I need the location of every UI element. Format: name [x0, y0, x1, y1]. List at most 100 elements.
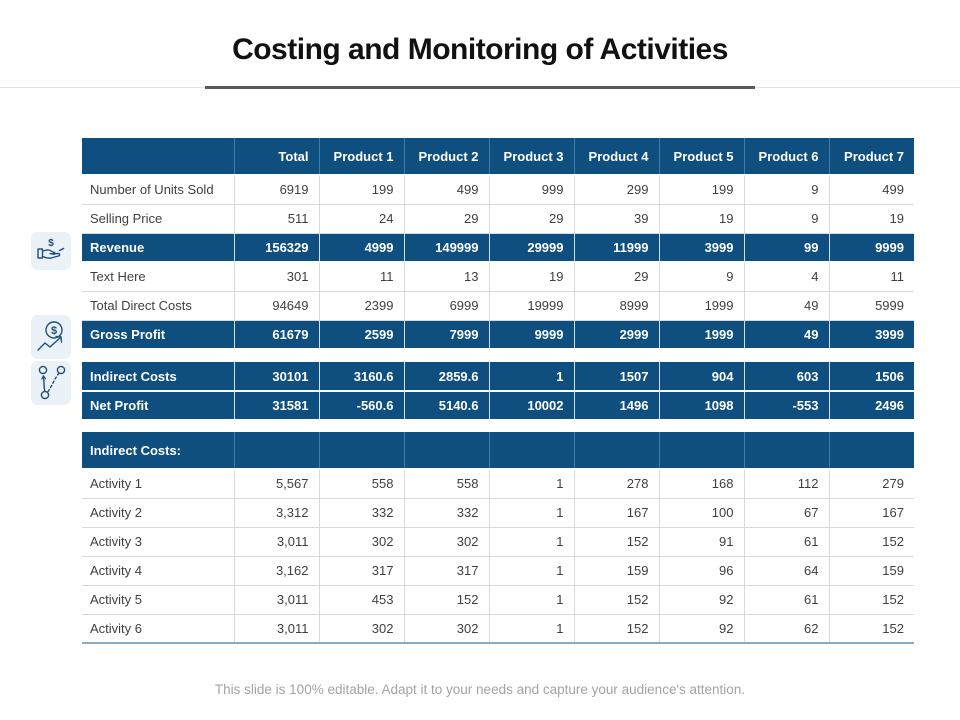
- row-label: Selling Price: [82, 204, 234, 234]
- value-cell: 62: [743, 614, 829, 644]
- value-cell: 152: [828, 614, 914, 644]
- value-cell: 100: [658, 498, 744, 528]
- table-section-3: Indirect Costs: Activity 1 5,567 558 558 1 278…: [82, 432, 914, 644]
- value-cell: 112: [743, 469, 829, 499]
- table-row: Text Here 301 11 13 19 29 9 4 11: [82, 262, 914, 292]
- value-cell: 19: [658, 204, 744, 234]
- table-row: Gross Profit 61679 2599 7999 9999 2999 1999 49 3…: [82, 320, 914, 350]
- section-header-empty-cell: [828, 432, 914, 470]
- value-cell: 603: [743, 362, 829, 392]
- value-cell: 558: [403, 469, 489, 499]
- value-cell: 332: [403, 498, 489, 528]
- value-cell: 904: [658, 362, 744, 392]
- column-header-product-3: Product 3: [488, 138, 574, 176]
- svg-text:$: $: [51, 325, 57, 337]
- footer-note: This slide is 100% editable. Adapt it to…: [214, 682, 746, 697]
- value-cell: 8999: [573, 291, 659, 321]
- column-header-product-6: Product 6: [743, 138, 829, 176]
- value-cell: 317: [318, 556, 404, 586]
- value-cell: 152: [573, 585, 659, 615]
- value-cell: 9999: [828, 233, 914, 263]
- row-label: Net Profit: [82, 391, 234, 421]
- value-cell: 19999: [488, 291, 574, 321]
- value-cell: 31581: [233, 391, 319, 421]
- value-cell: 30101: [233, 362, 319, 392]
- value-cell: 1496: [573, 391, 659, 421]
- value-cell: 64: [743, 556, 829, 586]
- value-cell: 3,011: [233, 527, 319, 557]
- section-header-empty-cell: [233, 432, 319, 470]
- row-label: Activity 4: [82, 556, 234, 586]
- title-rule-dark: [205, 86, 755, 89]
- value-cell: 91: [658, 527, 744, 557]
- value-cell: 4999: [318, 233, 404, 263]
- value-cell: 1: [488, 498, 574, 528]
- table-row: Selling Price 511 24 29 29 39 19 9 19: [82, 204, 914, 234]
- table-row: Activity 3 3,011 302 302 1 152 91 61 152: [82, 527, 914, 557]
- value-cell: 159: [828, 556, 914, 586]
- value-cell: 2599: [318, 320, 404, 350]
- table-row: Total Direct Costs 94649 2399 6999 19999 8999…: [82, 291, 914, 321]
- column-header-product-4: Product 4: [573, 138, 659, 176]
- column-header-product-5: Product 5: [658, 138, 744, 176]
- row-label: Number of Units Sold: [82, 175, 234, 205]
- value-cell: 5999: [828, 291, 914, 321]
- value-cell: 29: [403, 204, 489, 234]
- row-label: Gross Profit: [82, 320, 234, 350]
- value-cell: 332: [318, 498, 404, 528]
- value-cell: 2496: [828, 391, 914, 421]
- value-cell: 3,011: [233, 614, 319, 644]
- value-cell: 156329: [233, 233, 319, 263]
- value-cell: 3,162: [233, 556, 319, 586]
- value-cell: 7999: [403, 320, 489, 350]
- value-cell: 167: [828, 498, 914, 528]
- value-cell: 499: [828, 175, 914, 205]
- value-cell: 1: [488, 614, 574, 644]
- value-cell: 167: [573, 498, 659, 528]
- table-row: Activity 5 3,011 453 152 1 152 92 61 152: [82, 585, 914, 615]
- value-cell: 279: [828, 469, 914, 499]
- value-cell: 49: [743, 320, 829, 350]
- row-label: Activity 5: [82, 585, 234, 615]
- value-cell: 49: [743, 291, 829, 321]
- column-header-product-7: Product 7: [828, 138, 914, 176]
- dollar-growth-icon: $: [31, 315, 71, 359]
- hand-receiving-money-icon: $: [31, 232, 71, 270]
- value-cell: 39: [573, 204, 659, 234]
- section-header-row: Indirect Costs:: [82, 432, 914, 470]
- value-cell: 152: [828, 585, 914, 615]
- row-label: Activity 2: [82, 498, 234, 528]
- row-label: Indirect Costs: [82, 362, 234, 392]
- costing-tables: Total Product 1 Product 2 Product 3 Product …: [82, 138, 914, 644]
- route-path-icon: [31, 361, 71, 405]
- value-cell: 2399: [318, 291, 404, 321]
- value-cell: -560.6: [318, 391, 404, 421]
- value-cell: 29999: [488, 233, 574, 263]
- value-cell: 1999: [658, 320, 744, 350]
- table-row: Activity 1 5,567 558 558 1 278 168 112 279: [82, 469, 914, 499]
- value-cell: -553: [743, 391, 829, 421]
- value-cell: 159: [573, 556, 659, 586]
- value-cell: 61: [743, 527, 829, 557]
- section-header-empty-cell: [573, 432, 659, 470]
- section-header-label: Indirect Costs:: [82, 432, 234, 470]
- section-header-empty-cell: [488, 432, 574, 470]
- value-cell: 453: [318, 585, 404, 615]
- table-row: Net Profit 31581 -560.6 5140.6 10002 1496 1098…: [82, 391, 914, 421]
- value-cell: 94649: [233, 291, 319, 321]
- corner-cell: [82, 138, 234, 176]
- row-label: Activity 3: [82, 527, 234, 557]
- value-cell: 168: [658, 469, 744, 499]
- value-cell: 302: [318, 527, 404, 557]
- value-cell: 9: [743, 204, 829, 234]
- row-label: Revenue: [82, 233, 234, 263]
- value-cell: 1098: [658, 391, 744, 421]
- svg-text:$: $: [48, 238, 54, 249]
- value-cell: 6919: [233, 175, 319, 205]
- value-cell: 29: [573, 262, 659, 292]
- table-row: Activity 2 3,312 332 332 1 167 100 67 167: [82, 498, 914, 528]
- table-row: Activity 4 3,162 317 317 1 159 96 64 159: [82, 556, 914, 586]
- table-row: Indirect Costs 30101 3160.6 2859.6 1 1507 904 6…: [82, 362, 914, 392]
- value-cell: 999: [488, 175, 574, 205]
